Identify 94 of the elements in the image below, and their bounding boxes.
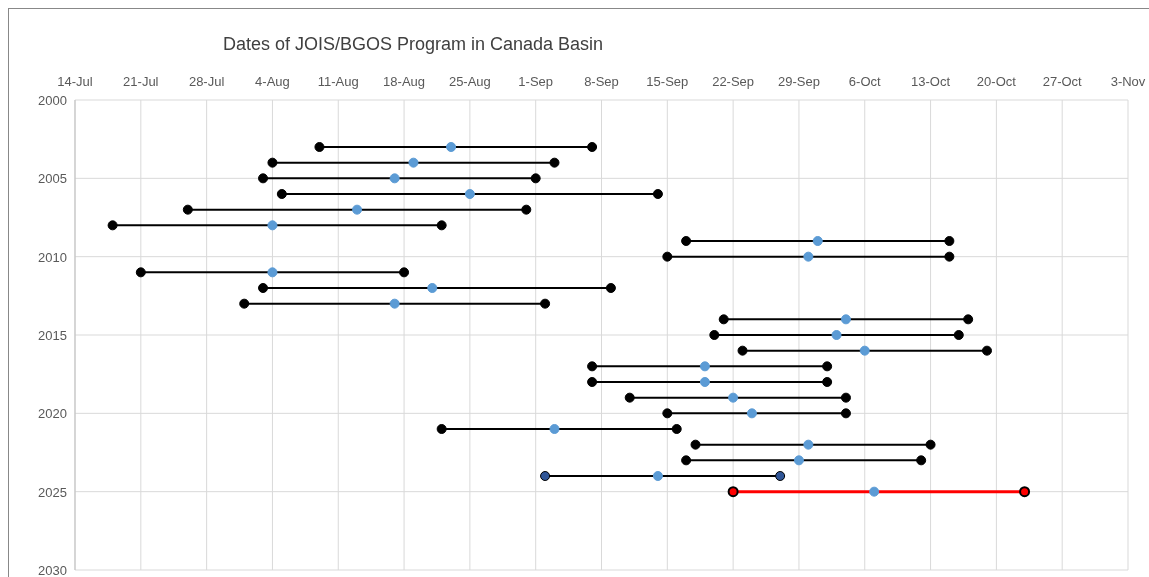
y-tick-label: 2025 <box>38 484 67 500</box>
x-tick-label: 4-Aug <box>255 74 290 89</box>
point <box>925 439 936 450</box>
point <box>587 142 598 152</box>
point <box>681 236 692 246</box>
point <box>267 267 278 278</box>
y-tick-label: 2020 <box>38 406 67 422</box>
point <box>540 471 551 481</box>
point <box>671 424 682 434</box>
point <box>182 204 193 215</box>
x-tick-label: 13-Oct <box>911 74 951 89</box>
point <box>652 471 663 481</box>
x-tick-label: 29-Sep <box>777 74 820 89</box>
point <box>840 314 851 325</box>
point <box>840 408 851 419</box>
point <box>812 236 823 246</box>
point <box>389 173 400 184</box>
point <box>605 283 616 293</box>
point <box>135 267 146 278</box>
x-tick-label: 14-Jul <box>57 74 93 89</box>
point <box>464 189 475 199</box>
point <box>408 157 419 168</box>
point <box>737 345 748 356</box>
x-tick-label: 27-Oct <box>1042 74 1083 89</box>
point <box>775 471 786 481</box>
point <box>239 298 250 309</box>
point <box>521 204 532 215</box>
point <box>267 220 278 231</box>
x-tick-label: 28-Jul <box>188 74 225 89</box>
point <box>662 251 673 262</box>
point <box>436 220 447 231</box>
x-tick-label: 21-Jul <box>123 74 159 89</box>
x-tick-label: 22-Sep <box>712 74 755 89</box>
point <box>427 283 438 293</box>
point <box>699 361 710 372</box>
chart-title: Dates of JOIS/BGOS Program in Canada Basin <box>222 34 604 54</box>
point <box>1019 486 1031 498</box>
point <box>916 455 927 466</box>
y-tick-label: 2005 <box>38 171 67 187</box>
point <box>944 236 955 246</box>
point <box>728 392 739 403</box>
x-tick-label: 3-Nov <box>1110 74 1146 89</box>
x-tick-label: 20-Oct <box>976 74 1017 89</box>
point <box>352 204 363 215</box>
point <box>869 486 880 497</box>
x-tick-label: 8-Sep <box>584 74 619 89</box>
y-tick-label: 2030 <box>38 563 67 577</box>
point <box>314 142 325 152</box>
point <box>746 408 757 419</box>
x-tick-label: 1-Sep <box>518 74 554 89</box>
point <box>831 330 842 340</box>
point <box>822 377 833 387</box>
x-tick-label: 18-Aug <box>383 74 426 89</box>
point <box>681 455 692 466</box>
point <box>981 345 992 356</box>
point <box>944 251 955 262</box>
point <box>859 345 870 356</box>
point <box>727 486 739 498</box>
x-tick-label: 6-Oct <box>848 74 882 89</box>
point <box>587 377 598 387</box>
point <box>718 314 729 325</box>
point <box>399 267 410 278</box>
point <box>652 189 663 199</box>
point <box>540 298 551 309</box>
point <box>276 189 287 199</box>
point <box>587 361 598 372</box>
point <box>699 377 710 387</box>
x-tick-label: 15-Sep <box>646 74 689 89</box>
point <box>267 157 278 168</box>
y-tick-label: 2010 <box>38 249 67 265</box>
point <box>530 173 541 184</box>
y-tick-label: 2000 <box>38 93 67 108</box>
point <box>793 455 804 466</box>
point <box>822 361 833 372</box>
y-tick-label: 2015 <box>38 328 67 343</box>
point <box>690 439 701 450</box>
point <box>624 392 635 403</box>
point <box>953 330 964 340</box>
point <box>662 408 673 419</box>
point <box>436 424 447 434</box>
point <box>549 424 560 434</box>
point <box>389 298 400 309</box>
point <box>446 142 457 152</box>
point <box>549 157 560 168</box>
point <box>803 251 814 262</box>
point <box>258 283 269 293</box>
point <box>803 439 814 450</box>
point <box>709 330 720 340</box>
point <box>107 220 118 231</box>
point <box>258 173 269 184</box>
x-tick-label: 11-Aug <box>317 74 359 89</box>
x-tick-label: 25-Aug <box>448 74 491 89</box>
point <box>963 314 974 325</box>
point <box>840 392 851 403</box>
